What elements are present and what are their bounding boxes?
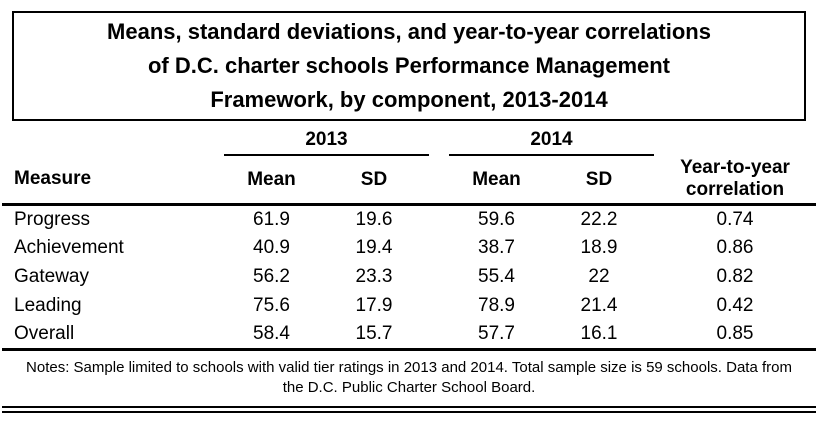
year-group-2013: 2013 xyxy=(224,123,429,156)
pmf-statistics-table: 2013 2014 Measure Mean SD Mean SD Year-t… xyxy=(2,123,816,351)
mean-2013-cell: 40.9 xyxy=(253,237,290,258)
bottom-double-rule xyxy=(2,406,816,413)
mean-2014-cell: 55.4 xyxy=(478,266,515,287)
gap-cell xyxy=(429,292,449,321)
year-group-header-row: 2013 2014 xyxy=(2,123,816,156)
column-header-sd-2013: SD xyxy=(319,155,429,206)
sd-2013-cell: 19.4 xyxy=(355,237,393,258)
gap-cell xyxy=(429,263,449,292)
sd-2014-cell: 22.2 xyxy=(580,208,618,230)
mean-2013-cell: 61.9 xyxy=(253,208,290,230)
table-title-line-1: Means, standard deviations, and year-to-… xyxy=(107,19,711,44)
correlation-cell: 0.86 xyxy=(716,237,754,258)
mean-2014-cell: 38.7 xyxy=(478,237,515,258)
correlation-cell: 0.82 xyxy=(716,266,754,287)
column-header-measure: Measure xyxy=(2,155,224,206)
column-header-mean-2014: Mean xyxy=(449,155,544,206)
correlation-cell: 0.42 xyxy=(716,295,754,316)
gap-cell xyxy=(429,234,449,263)
gap-cell xyxy=(429,205,449,234)
table-row-progress: Progress 61.9 19.6 59.6 22.2 0.74 xyxy=(2,205,816,234)
mean-2013-cell: 75.6 xyxy=(253,295,290,316)
table-title-line-2: of D.C. charter schools Performance Mana… xyxy=(147,53,671,78)
year-row-measure-spacer xyxy=(2,123,224,155)
sd-2014-cell: 18.9 xyxy=(580,237,618,258)
correlation-cell: 0.74 xyxy=(716,208,754,230)
mean-2014-cell: 57.7 xyxy=(449,320,544,351)
correlation-cell: 0.85 xyxy=(654,320,816,351)
column-header-correlation: Year-to-year correlation xyxy=(654,155,816,206)
table-title-line-3: Framework, by component, 2013-2014 xyxy=(210,87,608,112)
sd-2013-cell: 17.9 xyxy=(355,295,393,316)
table-row-achievement: Achievement 40.9 19.4 38.7 18.9 0.86 xyxy=(2,234,816,263)
column-header-gap xyxy=(429,155,449,206)
table-row-overall: Overall 58.4 15.7 57.7 16.1 0.85 xyxy=(2,320,816,351)
sd-2013-cell: 19.6 xyxy=(355,208,393,230)
mean-2014-cell: 59.6 xyxy=(478,208,515,230)
sd-2013-cell: 23.3 xyxy=(355,266,393,287)
sd-2014-cell: 16.1 xyxy=(544,320,654,351)
measure-cell: Overall xyxy=(2,320,224,351)
measure-cell: Leading xyxy=(14,295,82,316)
sd-2013-cell: 15.7 xyxy=(319,320,429,351)
table-title-box: Means, standard deviations, and year-to-… xyxy=(12,11,806,121)
mean-2013-cell: 56.2 xyxy=(253,266,290,287)
mean-2014-cell: 78.9 xyxy=(478,295,515,316)
measure-cell: Gateway xyxy=(14,266,89,287)
column-header-mean-2013: Mean xyxy=(224,155,319,206)
year-group-2014: 2014 xyxy=(449,123,654,156)
sd-2014-cell: 22 xyxy=(588,266,610,287)
sd-2014-cell: 21.4 xyxy=(580,295,618,316)
column-header-row: Measure Mean SD Mean SD Year-to-year cor… xyxy=(2,155,816,206)
column-header-sd-2014: SD xyxy=(544,155,654,206)
mean-2013-cell: 58.4 xyxy=(224,320,319,351)
measure-cell: Achievement xyxy=(14,237,124,258)
year-group-gap xyxy=(429,123,449,155)
table-row-leading: Leading 75.6 17.9 78.9 21.4 0.42 xyxy=(2,292,816,321)
year-row-corr-spacer xyxy=(654,123,816,155)
gap-cell xyxy=(429,320,449,351)
table-notes: Notes: Sample limited to schools with va… xyxy=(26,359,792,396)
table-row-gateway: Gateway 56.2 23.3 55.4 22 0.82 xyxy=(2,263,816,292)
measure-cell: Progress xyxy=(14,208,91,230)
